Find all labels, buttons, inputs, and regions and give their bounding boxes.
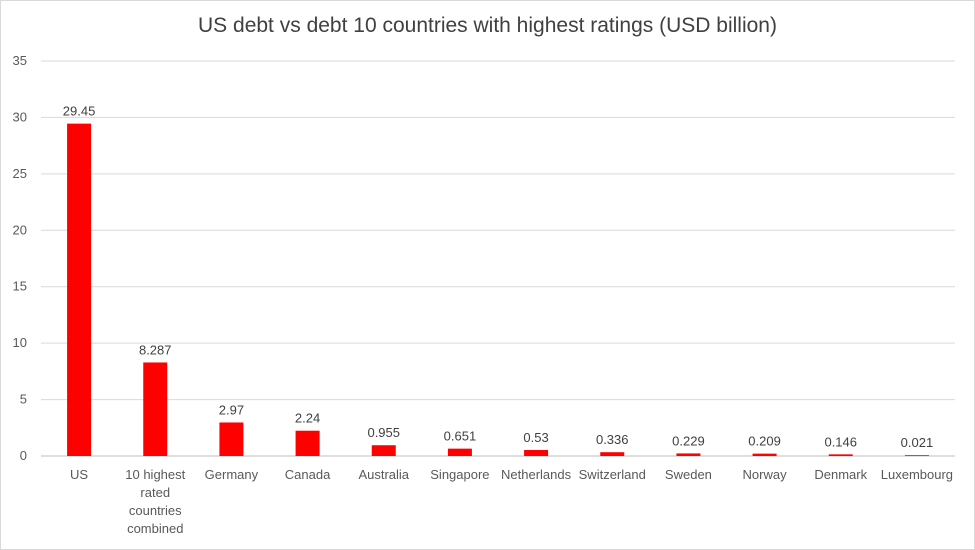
x-tick-label: Denmark [814, 467, 867, 482]
x-tick-label: Australia [358, 467, 409, 482]
data-label: 0.336 [596, 432, 629, 447]
x-tick-label: Switzerland [579, 467, 646, 482]
bar [295, 430, 320, 456]
bar [143, 362, 168, 456]
y-tick-label: 5 [20, 392, 27, 407]
data-label: 0.021 [901, 435, 934, 450]
bar [67, 123, 92, 456]
y-tick-label: 30 [13, 109, 27, 124]
x-tick-label: Germany [205, 467, 259, 482]
bar [828, 454, 853, 456]
y-tick-label: 25 [13, 166, 27, 181]
x-tick-label: Norway [743, 467, 788, 482]
x-tick-label: Singapore [430, 467, 489, 482]
bar [447, 448, 472, 456]
y-tick-label: 15 [13, 279, 27, 294]
data-label: 2.97 [219, 402, 244, 417]
data-label: 29.45 [63, 104, 96, 119]
data-label: 8.287 [139, 342, 172, 357]
bar [904, 455, 929, 456]
chart-title: US debt vs debt 10 countries with highes… [198, 14, 777, 37]
x-tick-label: Canada [285, 467, 331, 482]
x-tick-label: 10 highest [125, 467, 185, 482]
x-tick-label: US [70, 467, 88, 482]
data-label: 2.24 [295, 411, 320, 426]
data-label: 0.229 [672, 433, 705, 448]
bar [600, 452, 625, 456]
x-tick-label: countries [129, 503, 182, 518]
y-tick-label: 35 [13, 53, 27, 68]
data-label: 0.53 [523, 430, 548, 445]
bar [524, 450, 549, 456]
y-tick-label: 20 [13, 222, 27, 237]
bar [676, 453, 701, 456]
bar [371, 445, 396, 456]
y-tick-label: 0 [20, 448, 27, 463]
x-tick-label: Netherlands [501, 467, 572, 482]
bar [752, 453, 777, 456]
y-tick-label: 10 [13, 335, 27, 350]
data-label: 0.651 [444, 429, 477, 444]
x-tick-label: rated [140, 485, 170, 500]
x-tick-label: Sweden [665, 467, 712, 482]
data-label: 0.955 [367, 425, 400, 440]
x-tick-label: combined [127, 521, 183, 536]
data-label: 0.146 [824, 434, 857, 449]
data-label: 0.209 [748, 434, 781, 449]
x-tick-label: Luxembourg [881, 467, 953, 482]
bar [219, 422, 244, 456]
